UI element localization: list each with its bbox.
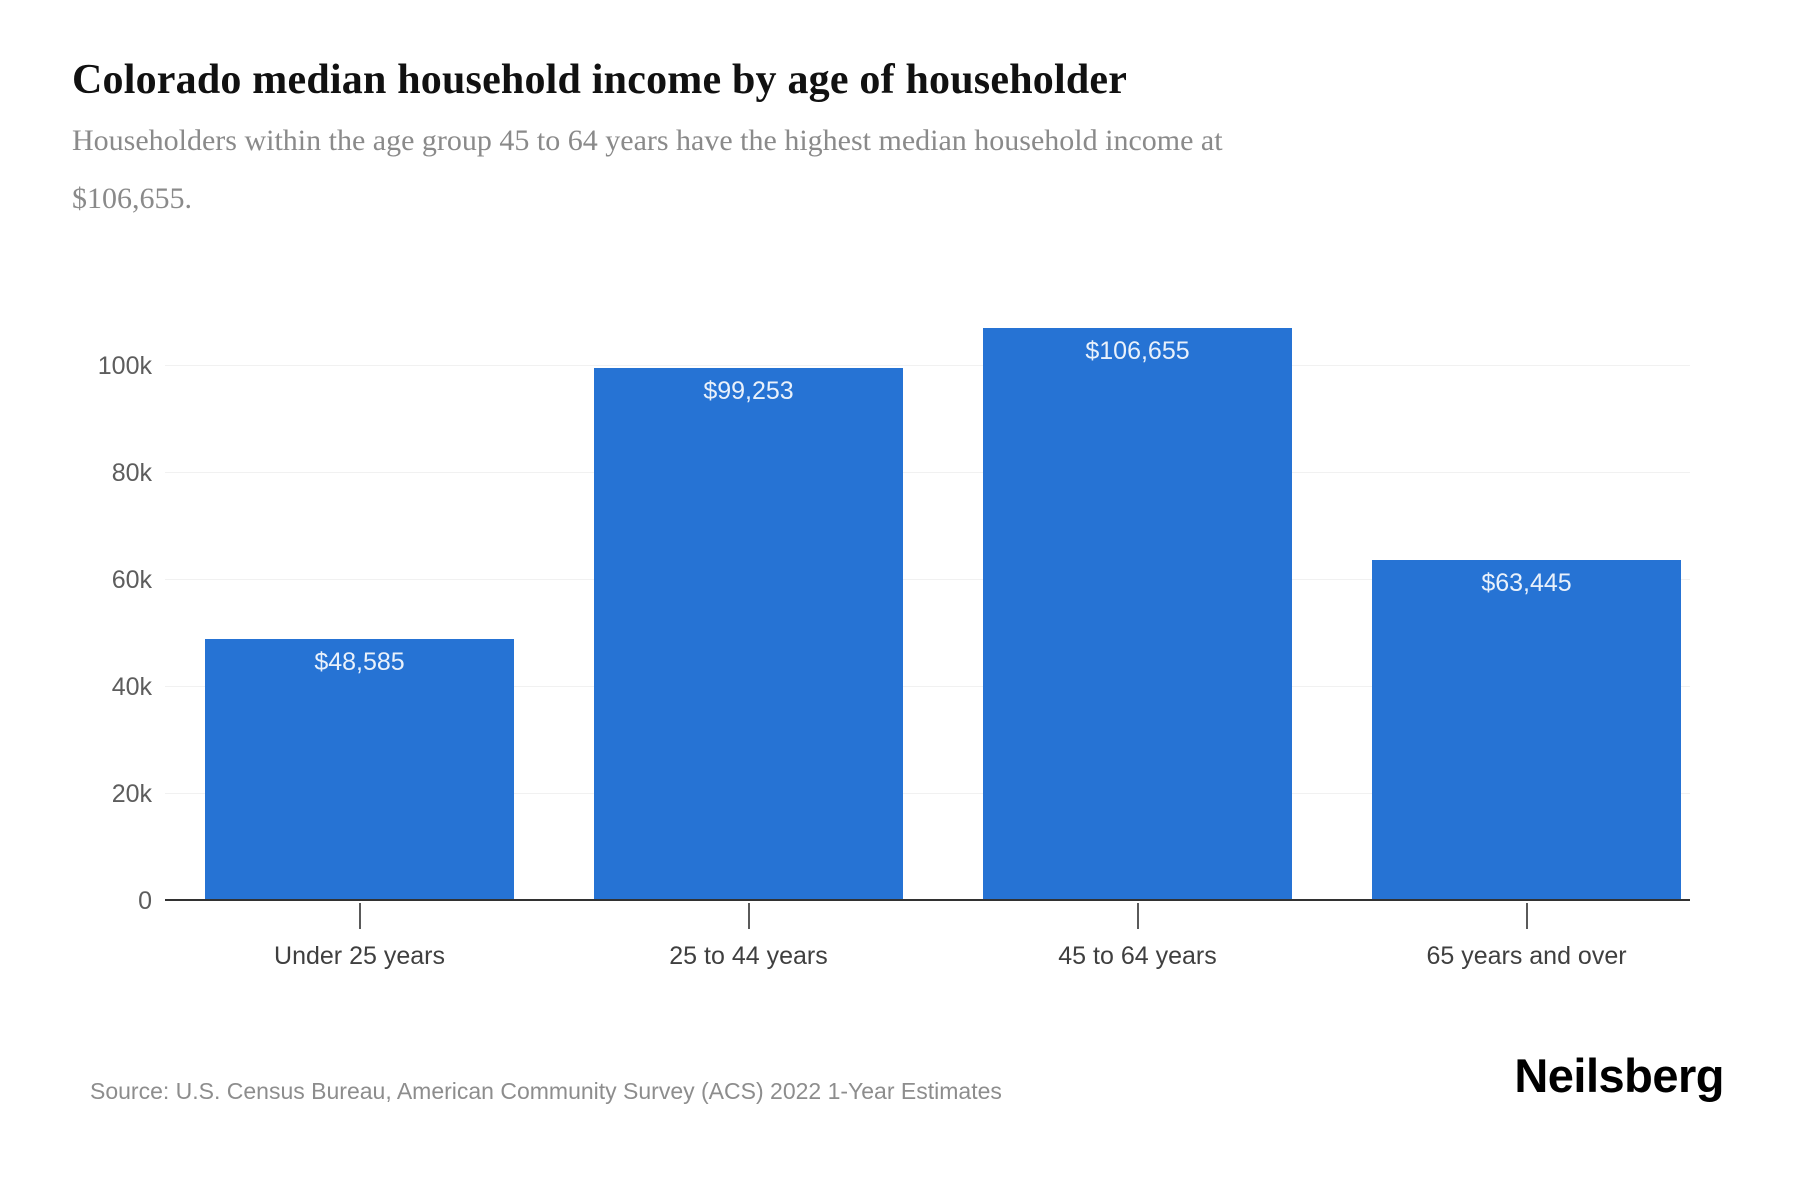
y-axis-tick-label: 0 [138, 887, 152, 915]
bar-value-label: $99,253 [703, 377, 794, 405]
brand-logo: Neilsberg [1514, 1049, 1724, 1102]
subtitle-line-2: $106,655. [72, 182, 192, 215]
bar-value-label: $63,445 [1481, 569, 1572, 597]
x-axis-category-label: 45 to 64 years [1058, 942, 1217, 970]
gridline-80k [165, 472, 1690, 473]
bar-65-years-and-over: $63,445 [1372, 560, 1681, 899]
gridline-20k [165, 793, 1690, 794]
gridline-40k [165, 686, 1690, 687]
x-axis-tick [1525, 903, 1528, 929]
chart-subtitle: Householders within the age group 45 to … [72, 112, 1223, 228]
y-axis-tick-label: 60k [111, 566, 152, 594]
chart-title: Colorado median household income by age … [72, 57, 1128, 103]
gridline-100k [165, 365, 1690, 366]
y-axis-tick-label: 100k [97, 352, 152, 380]
gridline-60k [165, 579, 1690, 580]
subtitle-line-1: Householders within the age group 45 to … [72, 124, 1223, 157]
x-axis-category-label: 65 years and over [1426, 942, 1627, 970]
plot-area: $48,585 Under 25 years $99,253 25 to 44 yea… [165, 266, 1721, 970]
x-axis-tick [358, 903, 361, 929]
x-axis-tick [1136, 903, 1139, 929]
source-note: Source: U.S. Census Bureau, American Com… [90, 1078, 1002, 1104]
x-axis-category-label: Under 25 years [274, 942, 445, 970]
y-axis-tick-label: 20k [111, 780, 152, 808]
bar-45-to-64-years: $106,655 [983, 328, 1292, 899]
x-axis-tick [747, 903, 750, 929]
y-axis-tick-label: 80k [111, 459, 152, 487]
x-axis-category-label: 25 to 44 years [669, 942, 828, 970]
bar-under-25-years: $48,585 [205, 639, 514, 899]
bar-value-label: $106,655 [1085, 337, 1190, 365]
y-axis-tick-label: 40k [111, 673, 152, 701]
bar-25-to-44-years: $99,253 [594, 368, 903, 899]
x-axis-line [165, 899, 1690, 901]
bar-value-label: $48,585 [314, 648, 405, 676]
